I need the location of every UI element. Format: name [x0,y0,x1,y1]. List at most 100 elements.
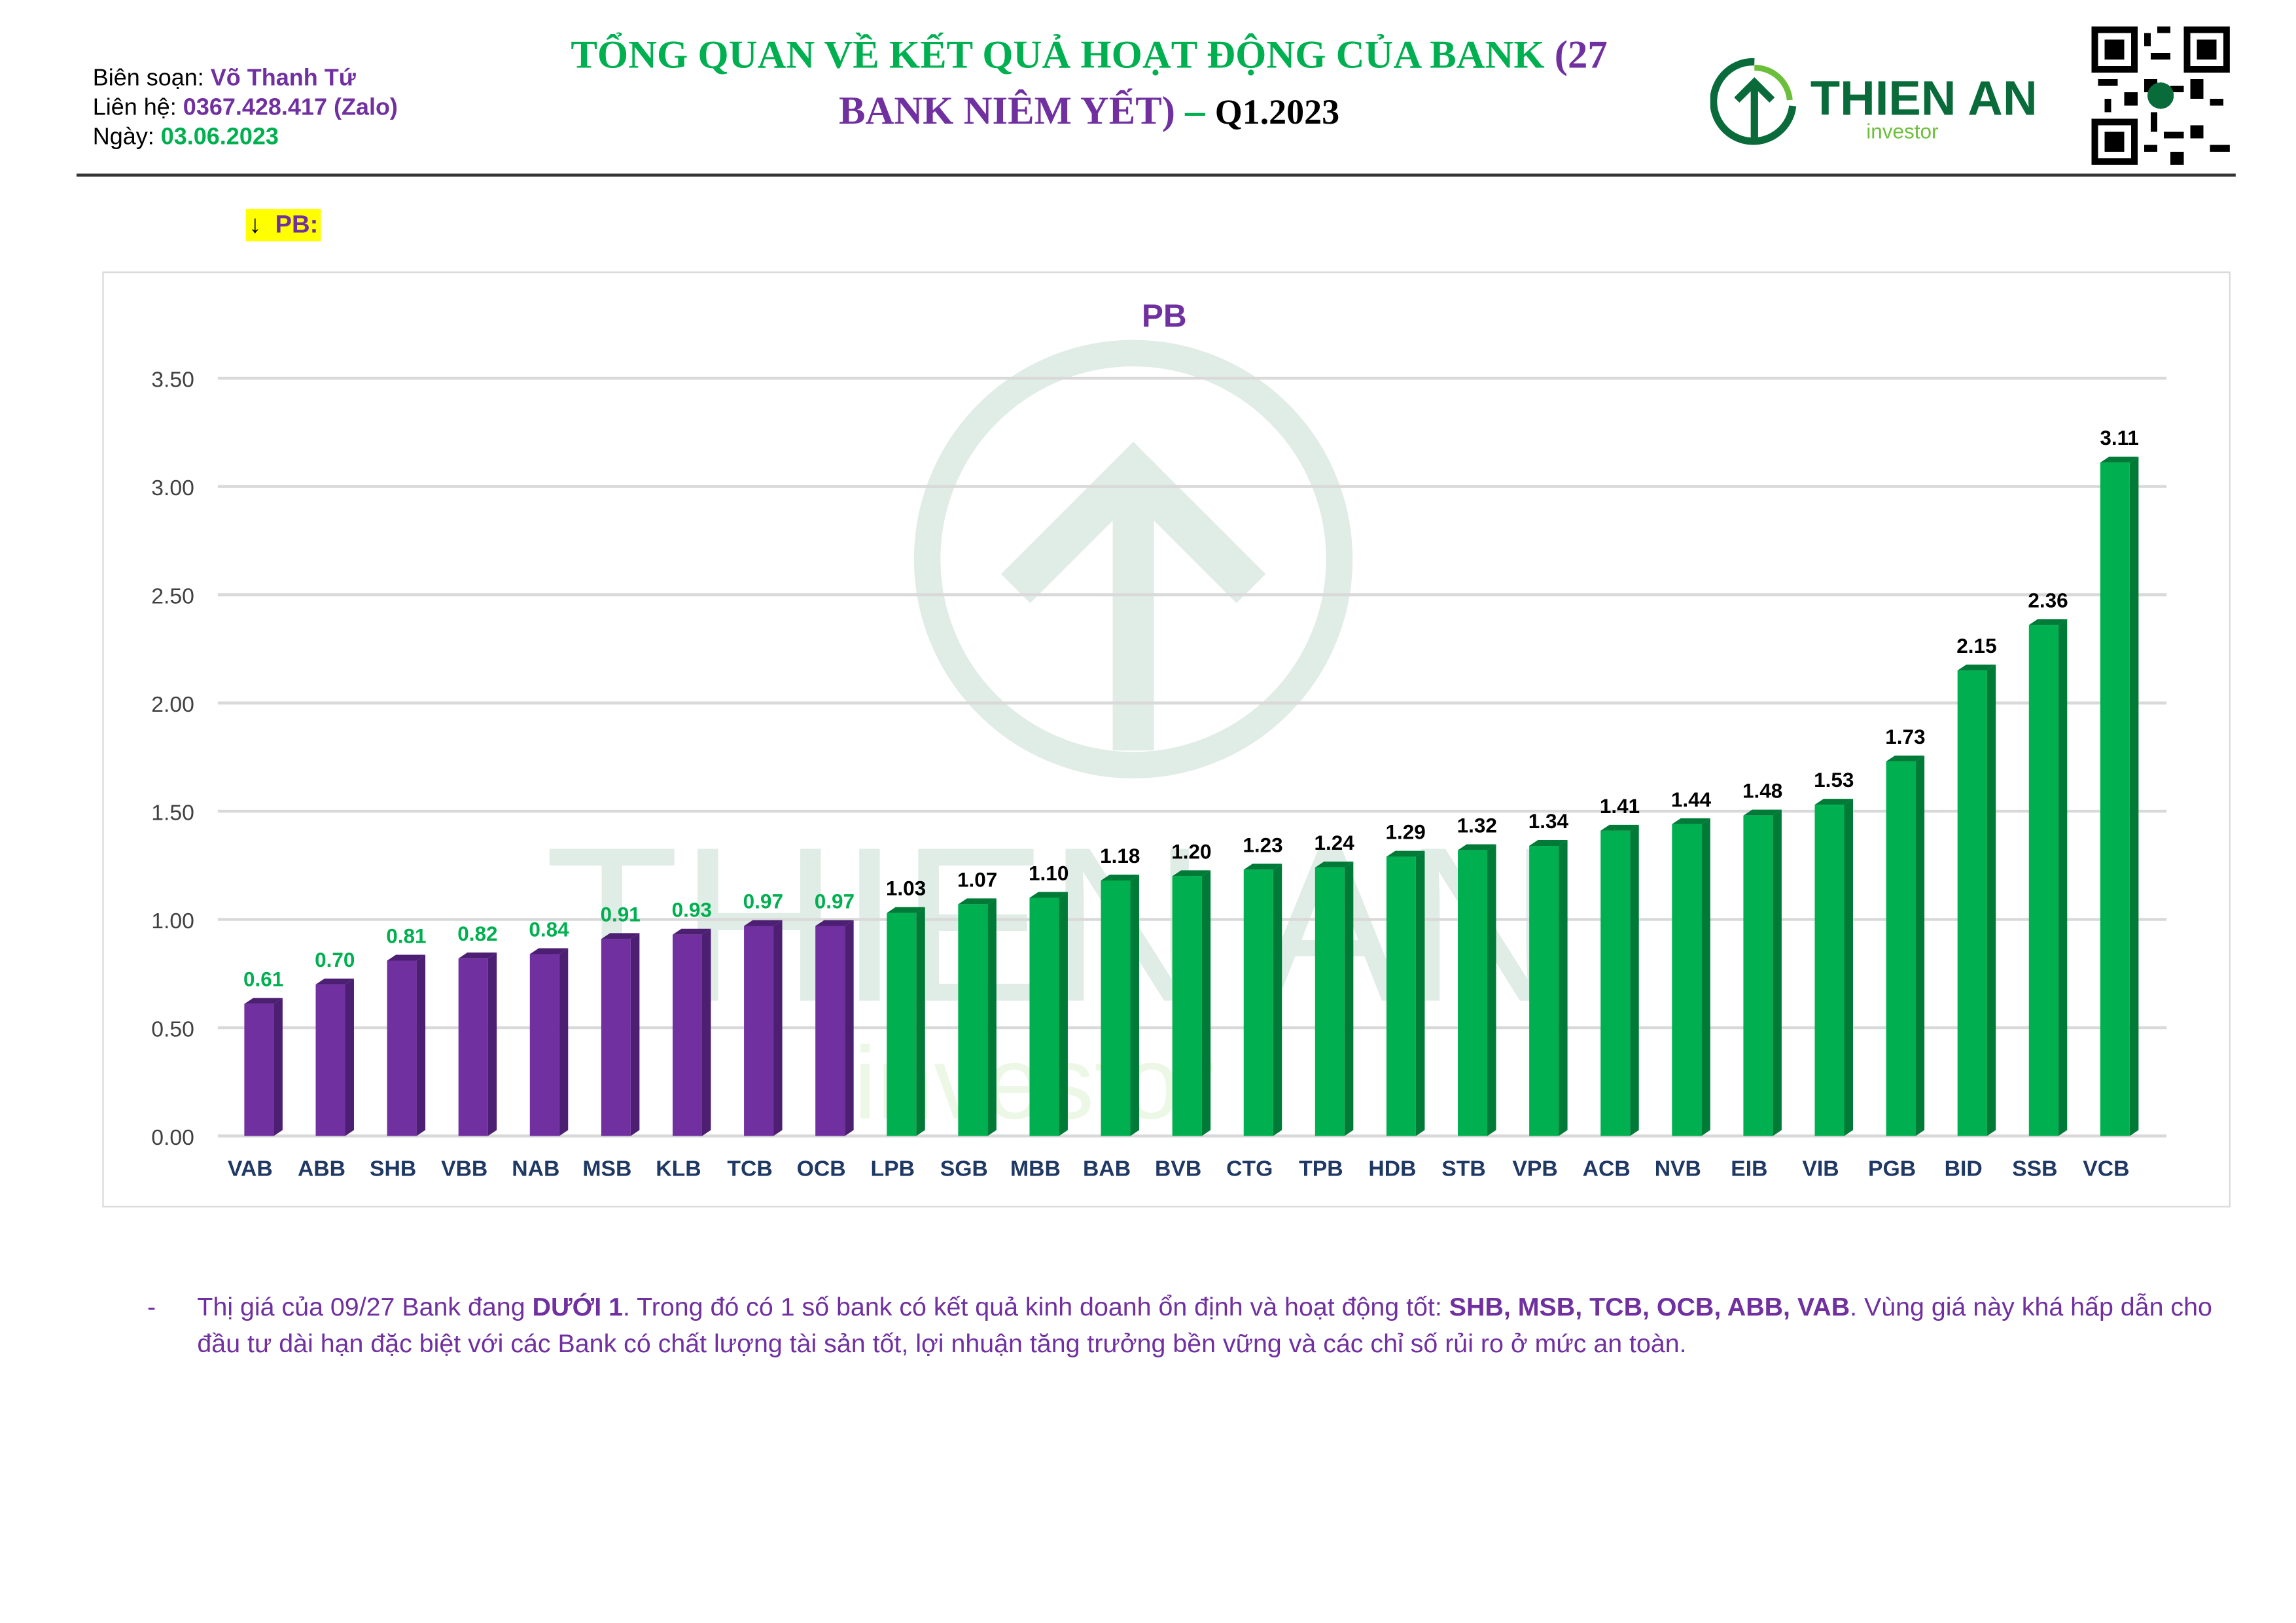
bar-side [1987,664,1996,1136]
x-tick-label: VAB [228,1156,273,1181]
bar [744,926,774,1136]
x-tick-label: KLB [656,1156,701,1181]
bar-top [1814,799,1853,805]
data-label: 1.34 [1528,809,1569,833]
x-tick-label: BVB [1155,1156,1201,1181]
data-label: 0.97 [815,889,855,913]
bar [1101,880,1131,1136]
chart-frame [102,271,2231,1208]
note-text-3: . Vùng giá này khá hấp dẫn cho đầu tư dà… [197,1291,2212,1359]
data-label: 0.82 [457,922,497,945]
y-tick-label: 0.00 [151,1125,194,1150]
bar-top [1600,824,1639,831]
bar [672,934,702,1136]
bar [1672,824,1702,1136]
data-label: 0.84 [529,918,569,941]
bar-side [1059,892,1068,1136]
bar-top [815,920,854,926]
data-label: 0.91 [600,902,640,926]
bar-top [1315,862,1354,868]
bar-side [1630,824,1639,1136]
chart-title: PB [1142,298,1187,334]
bar [315,984,345,1136]
x-tick-label: STB [1441,1156,1485,1181]
bar-SHB: 0.81 SHB [370,924,427,1181]
x-tick-label: NVB [1655,1156,1701,1181]
bar-side [2058,619,2068,1136]
bar-EIB: 1.48 EIB [1731,779,1782,1181]
data-label: 1.48 [1742,779,1782,803]
date-label: Ngày: [92,125,154,150]
bar-side [1915,755,1925,1136]
bar-side [1701,818,1710,1136]
bar-MSB: 0.91 MSB [582,902,640,1181]
bar [958,904,988,1136]
x-tick-label: SSB [2012,1156,2057,1181]
bar-VIB: 1.53 VIB [1802,768,1854,1181]
bar-OCB: 0.97 OCB [797,889,855,1181]
bar [1029,898,1059,1136]
data-label: 1.07 [957,867,997,891]
x-tick-label: CTG [1226,1156,1273,1181]
bar [815,926,845,1136]
bar-top [1529,840,1568,846]
y-tick-label: 1.50 [151,801,194,826]
qr-code[interactable] [2091,26,2230,165]
bar-top [2100,457,2139,463]
bar-BVB: 1.20 BVB [1155,839,1212,1181]
report-date: 03.06.2023 [160,125,279,150]
bar-SSB: 2.36 SSB [2012,588,2068,1181]
data-label: 3.11 [2100,426,2139,449]
bar-side [987,898,997,1136]
bar-top [1243,864,1282,870]
title-count: (27 [1554,32,1608,77]
data-label: 0.70 [315,948,355,971]
contact-label: Liên hệ: [92,96,177,121]
bar-top [529,948,569,954]
x-tick-label: ABB [298,1156,345,1181]
y-tick-label: 3.50 [151,368,194,393]
x-tick-label: BID [1945,1156,1983,1181]
note-text-1: Thị giá của 09/27 Bank đang [197,1291,533,1321]
data-label: 1.32 [1457,814,1497,837]
bar [1600,830,1631,1136]
bar-side [1415,850,1425,1136]
bar-top [672,928,711,935]
data-label: 0.81 [386,924,426,947]
bar-side [701,928,711,1136]
bar [601,939,631,1136]
section-tag: ↓ PB: [245,209,321,241]
bar-BID: 2.15 BID [1945,634,1997,1181]
bar-VBB: 0.82 VBB [441,922,498,1181]
contact-phone: 0367.428.417 (Zalo) [183,96,398,121]
title-line2: BANK NIÊM YẾT) [838,88,1175,133]
bar-top [1386,850,1425,857]
y-tick-label: 2.50 [151,584,194,609]
note-bold-1: DƯỚI 1 [532,1291,623,1321]
x-tick-label: TCB [727,1156,772,1181]
data-label: 1.29 [1386,820,1426,844]
bar-side [1344,862,1354,1136]
bar-top [244,998,283,1004]
bar [387,960,417,1136]
bar-BAB: 1.18 BAB [1083,844,1140,1181]
bar-side [559,948,569,1136]
bar-side [1201,870,1211,1136]
x-tick-label: MSB [582,1156,631,1181]
bar [244,1003,274,1136]
bar-side [1130,874,1140,1136]
bar-KLB: 0.93 KLB [656,898,712,1181]
data-label: 1.73 [1885,725,1925,748]
bar [887,913,917,1136]
logo-name: THIEN AN [1810,71,2034,125]
bar-side [1559,840,1568,1136]
bar-side [487,952,497,1136]
bar-top [315,978,354,985]
data-label: 2.36 [2028,588,2068,612]
bar [1814,805,1845,1136]
bar-side [416,954,426,1136]
bar-top [1743,809,1782,816]
bar-top [1101,874,1140,881]
x-tick-label: TPB [1299,1156,1343,1181]
bar [529,954,559,1136]
